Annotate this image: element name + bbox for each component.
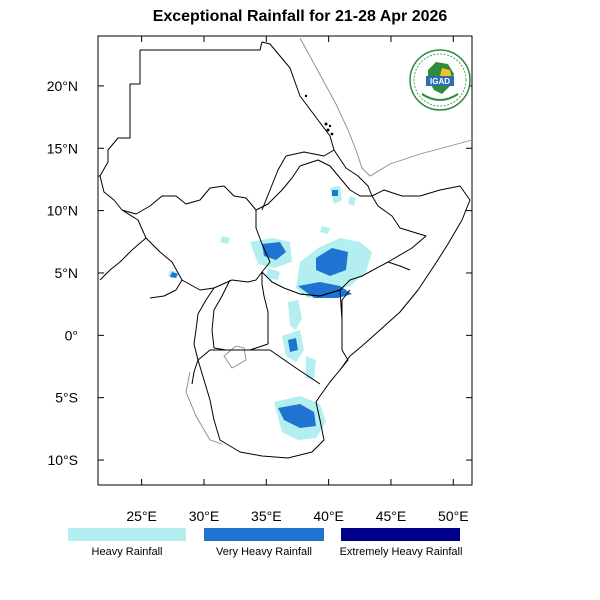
- lon-tick-label: 40°E: [313, 508, 344, 524]
- lon-tick-label: 30°E: [189, 508, 220, 524]
- country-borders: [98, 41, 471, 459]
- latitude-ticks: 20°N 15°N 10°N 5°N 0° 5°S 10°S: [47, 78, 472, 468]
- igad-logo-text: IGAD: [430, 77, 450, 86]
- lat-tick-label: 10°S: [47, 452, 78, 468]
- legend-label-heavy: Heavy Rainfall: [91, 546, 163, 558]
- rainfall-areas: [168, 186, 372, 440]
- lat-tick-label: 20°N: [47, 78, 78, 94]
- map-title: Exceptional Rainfall for 21-28 Apr 2026: [152, 8, 448, 25]
- legend-swatch-extremely-heavy: [341, 528, 460, 541]
- legend-swatch-heavy: [68, 528, 186, 541]
- lat-tick-label: 5°S: [55, 390, 78, 406]
- eritrea-islands: [304, 94, 334, 136]
- lon-tick-label: 45°E: [376, 508, 407, 524]
- legend-label-extremely-heavy: Extremely Heavy Rainfall: [339, 546, 463, 558]
- lat-tick-label: 15°N: [47, 140, 78, 156]
- lon-tick-label: 25°E: [126, 508, 157, 524]
- lat-tick-label: 5°N: [55, 265, 79, 281]
- very-heavy-rainfall-areas: [170, 190, 352, 428]
- neighbour-coastlines: [185, 37, 473, 445]
- igad-logo: IGAD: [409, 49, 471, 111]
- legend: Heavy Rainfall Very Heavy Rainfall Extre…: [0, 526, 600, 566]
- legend-label-very-heavy: Very Heavy Rainfall: [216, 546, 312, 558]
- longitude-ticks: 25°E 30°E 35°E 40°E 45°E 50°E: [126, 36, 469, 524]
- lat-tick-label: 0°: [65, 327, 78, 343]
- lat-tick-label: 10°N: [47, 203, 78, 219]
- lon-tick-label: 35°E: [251, 508, 282, 524]
- lon-tick-label: 50°E: [438, 508, 469, 524]
- map-frame: [97, 35, 473, 486]
- legend-swatch-very-heavy: [204, 528, 324, 541]
